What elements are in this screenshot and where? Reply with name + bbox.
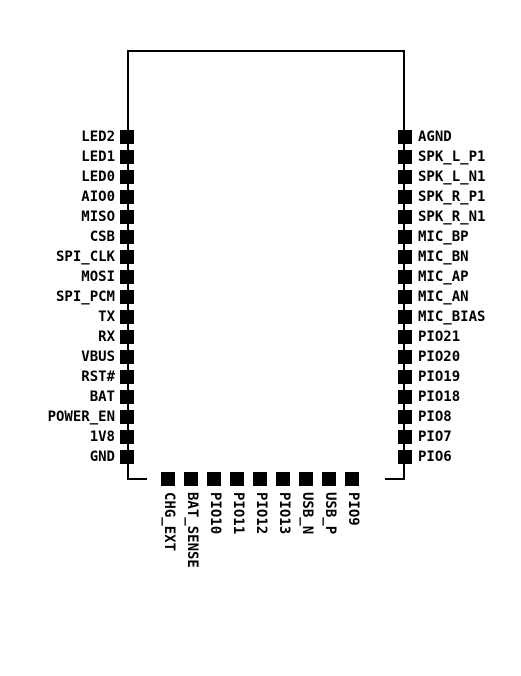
pin-pad-left — [120, 150, 134, 164]
pin-pad-left — [120, 370, 134, 384]
pin-pad-bottom — [299, 472, 313, 486]
pin-pad-right — [398, 370, 412, 384]
pin-pad-right — [398, 170, 412, 184]
pin-pad-bottom — [230, 472, 244, 486]
pin-pad-bottom — [161, 472, 175, 486]
pin-pad-left — [120, 350, 134, 364]
pin-label-bottom: BAT_SENSE — [184, 492, 200, 568]
pin-pad-right — [398, 310, 412, 324]
pin-pad-left — [120, 270, 134, 284]
pin-label-right: SPK_R_N1 — [418, 209, 485, 225]
pin-pad-bottom — [322, 472, 336, 486]
pin-pad-right — [398, 230, 412, 244]
pin-label-right: PIO20 — [418, 349, 460, 365]
pin-label-right: MIC_BIAS — [418, 309, 485, 325]
pin-label-left: LED2 — [81, 129, 115, 145]
pin-pad-right — [398, 150, 412, 164]
pin-label-right: SPK_L_P1 — [418, 149, 485, 165]
pin-pad-left — [120, 390, 134, 404]
pin-label-bottom: PIO9 — [345, 492, 361, 526]
pin-pad-left — [120, 310, 134, 324]
pin-label-bottom: USB_P — [322, 492, 338, 534]
chip-bottom-right-seg — [385, 478, 405, 480]
pin-label-right: AGND — [418, 129, 452, 145]
pin-label-left: TX — [98, 309, 115, 325]
pin-label-left: AIO0 — [81, 189, 115, 205]
pin-label-left: LED1 — [81, 149, 115, 165]
pin-pad-right — [398, 290, 412, 304]
pin-label-left: BAT — [90, 389, 115, 405]
pin-pad-right — [398, 450, 412, 464]
pin-pad-bottom — [207, 472, 221, 486]
pin-label-right: MIC_AP — [418, 269, 469, 285]
pin-label-bottom: CHG_EXT — [161, 492, 177, 551]
pin-label-bottom: PIO10 — [207, 492, 223, 534]
pin-label-bottom: PIO12 — [253, 492, 269, 534]
pin-pad-left — [120, 190, 134, 204]
pin-pad-left — [120, 130, 134, 144]
pin-pad-right — [398, 350, 412, 364]
pin-label-bottom: PIO11 — [230, 492, 246, 534]
pin-label-left: LED0 — [81, 169, 115, 185]
chip-bottom-left-seg — [127, 478, 147, 480]
pin-pad-left — [120, 330, 134, 344]
pin-label-right: PIO6 — [418, 449, 452, 465]
pin-pad-bottom — [253, 472, 267, 486]
pin-pad-left — [120, 430, 134, 444]
pin-pad-right — [398, 410, 412, 424]
pin-pad-right — [398, 270, 412, 284]
pin-label-left: SPI_CLK — [56, 249, 115, 265]
pin-label-left: SPI_PCM — [56, 289, 115, 305]
pin-label-left: VBUS — [81, 349, 115, 365]
pin-pad-left — [120, 410, 134, 424]
pin-label-left: MISO — [81, 209, 115, 225]
pin-pad-right — [398, 130, 412, 144]
pin-pad-right — [398, 250, 412, 264]
pin-pad-right — [398, 330, 412, 344]
pin-pad-right — [398, 390, 412, 404]
pin-pad-left — [120, 290, 134, 304]
pin-label-bottom: PIO13 — [276, 492, 292, 534]
pin-label-right: MIC_AN — [418, 289, 469, 305]
pin-label-right: SPK_L_N1 — [418, 169, 485, 185]
pin-pad-bottom — [345, 472, 359, 486]
pin-pad-right — [398, 430, 412, 444]
pin-label-right: MIC_BN — [418, 249, 469, 265]
pin-label-right: PIO19 — [418, 369, 460, 385]
pin-label-left: RX — [98, 329, 115, 345]
pin-label-right: PIO18 — [418, 389, 460, 405]
pin-pad-left — [120, 210, 134, 224]
pin-pad-left — [120, 230, 134, 244]
pin-label-right: PIO7 — [418, 429, 452, 445]
chip-outline — [127, 50, 405, 480]
pin-label-right: SPK_R_P1 — [418, 189, 485, 205]
pin-pad-left — [120, 450, 134, 464]
pin-label-left: GND — [90, 449, 115, 465]
pin-label-bottom: USB_N — [299, 492, 315, 534]
pin-label-left: POWER_EN — [48, 409, 115, 425]
pin-pad-bottom — [184, 472, 198, 486]
pin-pad-bottom — [276, 472, 290, 486]
pin-pad-right — [398, 190, 412, 204]
pin-label-left: 1V8 — [90, 429, 115, 445]
pin-pad-left — [120, 170, 134, 184]
pin-label-left: MOSI — [81, 269, 115, 285]
pin-pad-left — [120, 250, 134, 264]
pin-label-right: PIO21 — [418, 329, 460, 345]
pin-pad-right — [398, 210, 412, 224]
pin-label-left: RST# — [81, 369, 115, 385]
pin-label-right: MIC_BP — [418, 229, 469, 245]
pin-label-left: CSB — [90, 229, 115, 245]
pin-label-right: PIO8 — [418, 409, 452, 425]
